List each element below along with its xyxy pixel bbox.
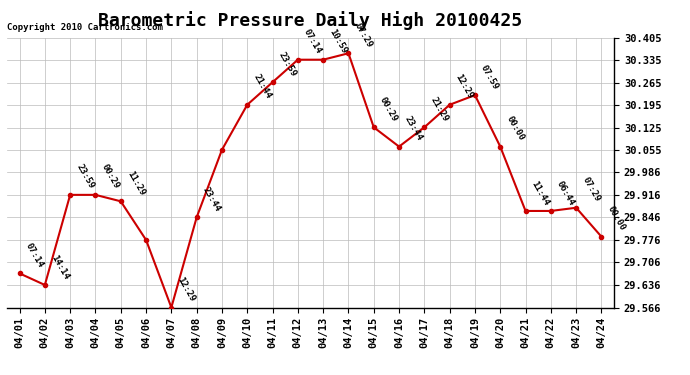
Text: 23:59: 23:59 — [277, 50, 298, 78]
Text: 07:14: 07:14 — [23, 242, 45, 269]
Text: 23:44: 23:44 — [201, 186, 222, 213]
Text: Copyright 2010 Cartronics.com: Copyright 2010 Cartronics.com — [7, 23, 163, 32]
Text: Barometric Pressure Daily High 20100425: Barometric Pressure Daily High 20100425 — [99, 11, 522, 30]
Text: 11:44: 11:44 — [530, 179, 551, 207]
Text: 23:59: 23:59 — [75, 163, 95, 191]
Text: 21:44: 21:44 — [251, 73, 273, 100]
Text: 21:29: 21:29 — [428, 95, 450, 123]
Text: 07:14: 07:14 — [302, 28, 323, 56]
Text: 00:00: 00:00 — [504, 115, 526, 142]
Text: 07:29: 07:29 — [580, 176, 602, 204]
Text: 14:14: 14:14 — [49, 253, 70, 281]
Text: 07:29: 07:29 — [353, 21, 374, 49]
Text: 07:59: 07:59 — [479, 63, 500, 91]
Text: 00:29: 00:29 — [378, 95, 399, 123]
Text: 00:29: 00:29 — [99, 163, 121, 191]
Text: 06:44: 06:44 — [555, 179, 576, 207]
Text: 11:29: 11:29 — [125, 170, 146, 197]
Text: 00:00: 00:00 — [606, 205, 627, 232]
Text: 12:29: 12:29 — [175, 276, 197, 303]
Text: 23:44: 23:44 — [403, 115, 424, 142]
Text: 12:29: 12:29 — [454, 73, 475, 100]
Text: 10:59: 10:59 — [327, 28, 348, 56]
